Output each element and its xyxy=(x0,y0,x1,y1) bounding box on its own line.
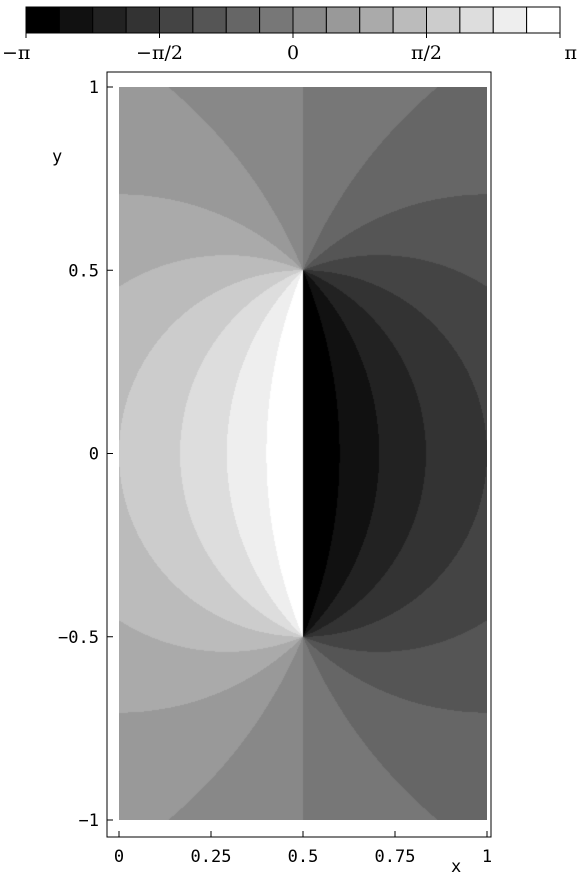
colorbar-swatch xyxy=(526,6,561,34)
x-tick-label: 0 xyxy=(114,847,124,867)
y-tick-label: 0.5 xyxy=(68,261,99,281)
colorbar-tick-label: 0 xyxy=(287,42,299,64)
axis-ticks: 1 0.5 0 −0.5 −1 0 0.25 0.5 0.75 1 xyxy=(58,78,492,867)
colorbar-swatch xyxy=(392,6,427,34)
colorbar-swatch xyxy=(58,6,94,34)
colorbar-swatch xyxy=(259,6,294,34)
colorbar-tick-label: −π xyxy=(2,42,30,64)
colorbar xyxy=(25,6,561,34)
colorbar-tick-label: −π/2 xyxy=(136,42,183,64)
colorbar-swatch xyxy=(492,6,528,34)
colorbar-tick-label: π xyxy=(565,42,578,64)
colorbar-swatch xyxy=(159,6,194,34)
colorbar-swatch xyxy=(225,6,261,34)
colorbar-swatch xyxy=(25,6,60,34)
colorbar-swatch xyxy=(426,6,461,34)
x-tick-label: 1 xyxy=(482,847,492,867)
y-tick-label: 1 xyxy=(89,78,99,98)
y-tick-label: −1 xyxy=(79,811,99,831)
x-tick-label: 0.75 xyxy=(375,847,416,867)
colorbar-swatch xyxy=(292,6,327,34)
colorbar-swatch xyxy=(125,6,160,34)
colorbar-tick-label: π/2 xyxy=(411,42,442,64)
y-axis-label: y xyxy=(52,147,62,167)
colorbar-swatch xyxy=(359,6,394,34)
x-tick-label: 0.25 xyxy=(191,847,232,867)
colorbar-swatch xyxy=(192,6,227,34)
x-tick-label: 0.5 xyxy=(288,847,319,867)
colorbar-swatch xyxy=(92,6,127,34)
colorbar-ticks: −π −π/2 0 π/2 π xyxy=(2,33,577,64)
y-tick-label: 0 xyxy=(89,445,99,465)
colorbar-swatch xyxy=(325,6,361,34)
x-axis-label: x xyxy=(451,857,461,876)
phase-heatmap-image xyxy=(119,87,487,820)
colorbar-swatch xyxy=(459,6,494,34)
y-tick-label: −0.5 xyxy=(58,628,99,648)
